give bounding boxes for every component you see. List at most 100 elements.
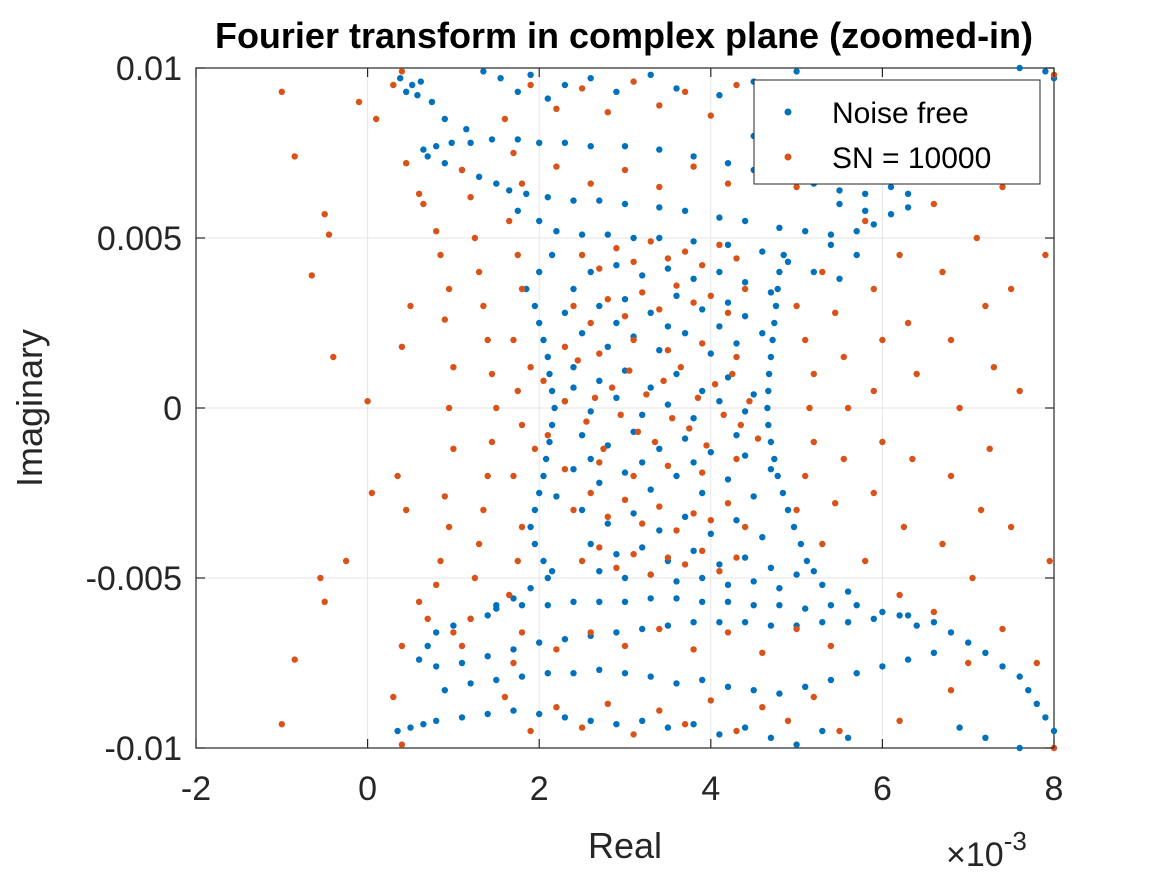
data-point: [986, 445, 993, 452]
data-point: [673, 578, 680, 585]
data-point: [433, 581, 440, 588]
data-point: [767, 466, 775, 473]
data-point: [870, 221, 877, 228]
data-point: [769, 336, 776, 344]
data-point: [630, 78, 637, 85]
data-point: [965, 639, 972, 646]
data-point: [621, 496, 629, 503]
data-point: [767, 622, 775, 629]
data-point: [767, 438, 775, 446]
data-point: [510, 336, 517, 344]
data-point: [870, 615, 877, 622]
data-point: [475, 540, 483, 548]
data-point: [433, 663, 440, 670]
legend-label-sn-10000: SN = 10000: [832, 142, 991, 175]
data-point: [690, 299, 697, 306]
legend-marker-noise-free: [784, 108, 792, 116]
data-point: [681, 513, 689, 520]
data-point: [591, 394, 599, 401]
data-point: [716, 561, 723, 568]
data-point: [699, 387, 706, 395]
data-point: [741, 452, 749, 459]
data-point: [561, 466, 569, 473]
data-point: [776, 585, 783, 592]
data-point: [853, 251, 860, 259]
data-point: [699, 262, 706, 269]
data-point: [647, 71, 654, 79]
data-point: [939, 540, 946, 548]
data-point: [879, 438, 886, 446]
data-point: [308, 272, 315, 279]
data-point: [510, 707, 517, 714]
data-point: [497, 75, 504, 82]
data-point: [506, 217, 513, 225]
data-point: [596, 568, 603, 575]
data-point: [510, 472, 517, 480]
data-point: [677, 364, 684, 371]
data-point: [578, 231, 586, 238]
data-point: [417, 78, 424, 85]
data-point: [930, 619, 938, 626]
data-point: [673, 595, 680, 602]
data-point: [690, 459, 697, 466]
data-point: [441, 316, 448, 323]
data-point: [724, 581, 732, 588]
data-point: [827, 642, 835, 650]
data-point: [518, 285, 526, 293]
data-point: [596, 377, 603, 384]
data-point: [551, 404, 558, 412]
x-tick-label: -2: [181, 770, 211, 808]
data-point: [578, 85, 586, 92]
data-point: [690, 721, 697, 728]
data-point: [720, 411, 727, 418]
data-point: [779, 489, 787, 497]
data-point: [741, 523, 749, 531]
data-point: [587, 489, 594, 497]
data-point: [540, 472, 547, 480]
data-point: [765, 421, 772, 429]
data-point: [621, 469, 629, 476]
data-point: [506, 591, 513, 599]
data-point: [548, 387, 556, 395]
data-point: [810, 693, 817, 701]
y-axis-ticks: -0.01 -0.005 0 0.005 0.01: [86, 50, 1054, 768]
legend-label-noise-free: Noise free: [832, 97, 969, 130]
data-point: [870, 387, 877, 395]
data-point: [690, 619, 697, 626]
y-tick-label: 0: [163, 390, 182, 428]
data-point: [774, 472, 781, 480]
data-point: [570, 285, 577, 293]
data-point: [759, 649, 766, 656]
x-axis-exponent-power: -3: [1004, 826, 1027, 856]
data-point: [647, 238, 654, 245]
data-point: [604, 343, 611, 350]
data-point: [879, 336, 886, 344]
data-point: [784, 717, 792, 724]
data-point: [484, 336, 491, 344]
data-point: [673, 370, 680, 378]
data-point: [544, 670, 551, 677]
data-point: [317, 574, 324, 582]
data-point: [463, 126, 470, 133]
data-point: [793, 506, 800, 514]
data-point: [553, 704, 560, 711]
data-point: [711, 381, 719, 388]
data-point: [484, 612, 491, 619]
data-point: [415, 656, 423, 663]
data-point: [664, 462, 672, 469]
data-point: [772, 302, 780, 310]
data-point: [733, 727, 740, 735]
data-point: [999, 625, 1006, 633]
legend-marker-sn-10000: [784, 153, 792, 161]
series-1: [278, 68, 1058, 752]
data-point: [407, 724, 414, 731]
data-point: [647, 595, 654, 602]
data-point: [523, 190, 530, 197]
data-point: [716, 268, 723, 276]
data-point: [810, 568, 817, 575]
data-point: [604, 520, 611, 527]
data-point: [647, 384, 654, 391]
data-point: [424, 153, 431, 160]
data-point: [471, 574, 479, 582]
data-point: [639, 272, 646, 279]
